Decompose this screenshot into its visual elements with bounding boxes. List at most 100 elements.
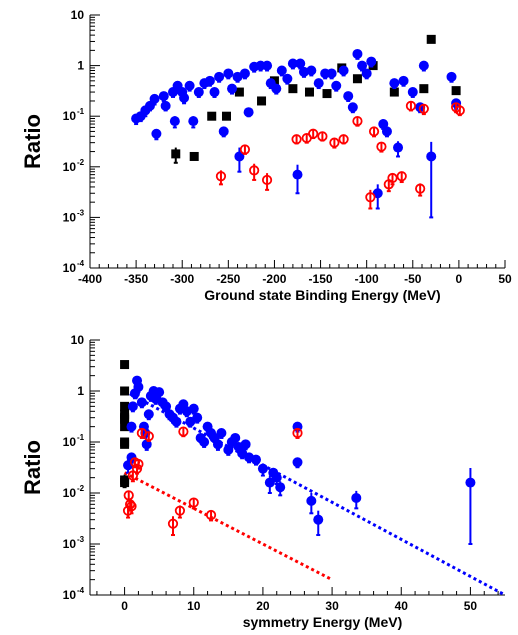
x-tick-label: 40	[395, 599, 409, 613]
x-tick-label: -250	[216, 272, 240, 286]
fit-line	[123, 471, 333, 581]
y-tick-exponent: -3	[77, 535, 85, 544]
data-point-open-circle	[415, 183, 426, 194]
y-tick-exponent: -1	[77, 433, 85, 442]
data-point-square	[451, 86, 461, 96]
data-point-circle	[313, 78, 324, 89]
data-point-circle	[378, 119, 389, 130]
data-point-open-circle	[261, 174, 273, 186]
data-point-open-circle	[352, 116, 363, 127]
x-tick-label: 50	[464, 599, 478, 613]
data-point-circle	[216, 428, 227, 439]
data-point-square	[120, 401, 130, 411]
data-point-open-circle	[239, 144, 251, 155]
data-point-circle	[313, 514, 324, 525]
data-point-circle	[381, 126, 392, 137]
data-point-open-circle	[131, 463, 143, 474]
y-tick-exponent: -4	[77, 586, 85, 595]
data-point-circle	[192, 412, 203, 423]
data-point-circle	[257, 463, 268, 474]
data-point-open-circle	[291, 134, 302, 145]
data-point-open-circle	[365, 192, 376, 203]
data-point-circle	[338, 65, 349, 76]
x-tick-label: -200	[262, 272, 286, 286]
y-tick-label: 10	[63, 435, 77, 449]
data-point-circle	[240, 439, 251, 450]
data-point-open-circle	[308, 128, 319, 139]
data-point-circle	[188, 403, 199, 414]
data-point-circle	[133, 381, 144, 392]
data-point-open-circle	[405, 100, 417, 111]
data-point-open-circle	[143, 431, 154, 442]
data-point-circle	[184, 80, 195, 91]
data-point-open-circle	[376, 141, 387, 152]
data-point-open-circle	[317, 131, 328, 142]
x-axis-title: symmetry Energy (MeV)	[243, 614, 403, 630]
data-point-open-circle	[396, 171, 407, 182]
y-tick-exponent: -4	[77, 259, 85, 268]
x-tick-label: 50	[498, 272, 512, 286]
data-point-circle	[306, 65, 317, 76]
data-point-open-circle	[215, 171, 227, 182]
data-point-open-circle	[368, 126, 380, 137]
y-tick-exponent: -2	[77, 158, 85, 167]
data-point-circle	[372, 188, 383, 199]
data-point-circle	[306, 495, 317, 506]
data-point-open-circle	[454, 105, 465, 116]
x-tick-label: 0	[121, 599, 128, 613]
y-tick-label: 10	[63, 486, 77, 500]
x-axis-title: Ground state Binding Energy (MeV)	[204, 287, 440, 303]
data-point-circle	[126, 421, 137, 432]
data-point-circle	[234, 151, 245, 162]
data-point-circle	[389, 78, 400, 89]
y-tick-label: 10	[63, 210, 77, 224]
data-point-circle	[326, 68, 337, 79]
data-point-circle	[160, 100, 171, 111]
data-point-square	[120, 414, 130, 424]
x-tick-label: -350	[124, 272, 148, 286]
data-point-circle	[136, 397, 147, 408]
data-point-circle	[151, 128, 162, 139]
data-point-square	[120, 422, 130, 432]
data-point-square	[426, 34, 436, 44]
y-tick-label: 10	[63, 537, 77, 551]
y-axis-title: Ratio	[20, 114, 45, 169]
data-point-square	[207, 111, 217, 121]
data-point-open-circle	[178, 426, 189, 437]
y-tick-exponent: -1	[77, 107, 85, 116]
data-point-open-circle	[292, 427, 303, 439]
data-point-open-circle	[329, 137, 340, 148]
data-point-circle	[287, 58, 298, 69]
data-point-square	[352, 74, 362, 84]
data-point-square	[304, 87, 314, 97]
data-point-circle	[295, 58, 306, 69]
x-tick-label: 0	[456, 272, 463, 286]
data-point-square	[419, 84, 429, 94]
data-point-circle	[149, 93, 160, 104]
data-point-circle	[446, 71, 457, 82]
data-point-open-circle	[205, 509, 217, 521]
data-point-circle	[223, 68, 234, 79]
x-tick-label: -400	[78, 272, 102, 286]
x-tick-label: 30	[325, 599, 339, 613]
x-tick-label: 10	[187, 599, 201, 613]
x-tick-label: -50	[404, 272, 422, 286]
x-tick-label: -300	[170, 272, 194, 286]
data-point-circle	[264, 477, 275, 488]
data-point-circle	[465, 477, 476, 488]
data-point-circle	[347, 102, 358, 113]
data-point-circle	[204, 75, 215, 86]
data-point-circle	[218, 126, 229, 137]
data-point-circle	[262, 60, 273, 71]
x-tick-label: -150	[309, 272, 333, 286]
fit-line	[123, 389, 506, 597]
data-point-open-circle	[418, 103, 429, 114]
data-point-circle	[212, 439, 223, 450]
data-point-open-circle	[174, 505, 186, 516]
data-point-circle	[193, 87, 204, 98]
data-point-square	[120, 386, 130, 396]
data-point-open-circle	[338, 134, 349, 145]
y-tick-label: 10	[63, 109, 77, 123]
data-point-circle	[343, 91, 354, 102]
y-tick-label: 10	[71, 8, 85, 22]
